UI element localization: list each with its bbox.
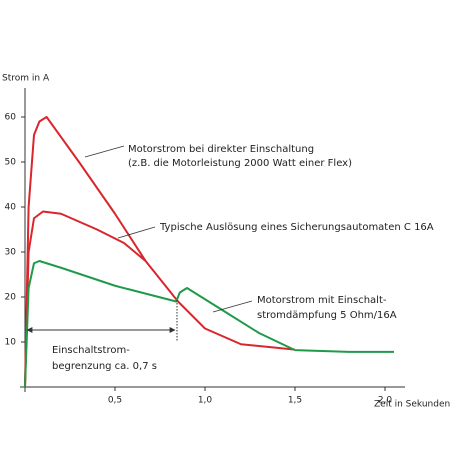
x-tick-label: 2,0 [378, 396, 393, 406]
x-tick-label: 0,5 [108, 396, 122, 406]
pointer [117, 226, 156, 239]
series-line [24, 116, 296, 388]
y-tick-label: 20 [5, 293, 17, 303]
x-tick-label: 1,0 [198, 396, 213, 406]
y-tick-label: 50 [5, 158, 17, 168]
label-box [44, 338, 162, 376]
y-axis-label: Strom in A [2, 74, 50, 84]
annotation: begrenzung ca. 0,7 s [52, 361, 157, 372]
y-tick-label: 60 [5, 113, 17, 123]
pointer [84, 145, 125, 158]
x-axis-label: Zeit in Sekunden [374, 400, 450, 410]
annotation: Motorstrom mit Einschalt- [257, 295, 387, 306]
annotation: Typische Auslösung eines Sicherungsautom… [159, 222, 434, 233]
annotation: (z.B. die Motorleistung 2000 Watt einer … [128, 158, 352, 169]
series-line [24, 210, 147, 388]
y-tick-label: 40 [5, 203, 17, 213]
pointer [212, 300, 253, 313]
y-tick-label: 10 [5, 338, 17, 348]
annotation: Motorstrom bei direkter Einschaltung [128, 144, 314, 155]
series-line [24, 260, 394, 388]
y-tick-label: 30 [5, 248, 17, 258]
annotation: Einschaltstrom- [52, 345, 130, 356]
annotation: stromdämpfung 5 Ohm/16A [257, 310, 397, 321]
x-tick-label: 1,5 [288, 396, 302, 406]
